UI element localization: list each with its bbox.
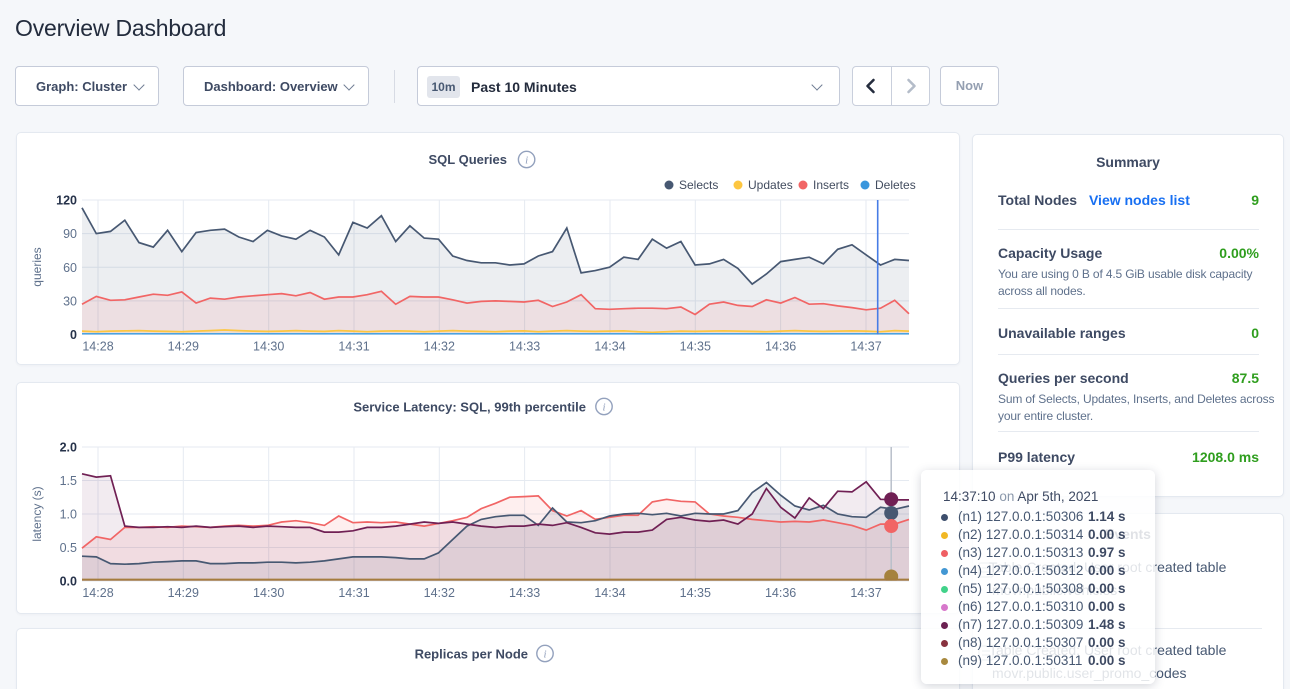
svg-text:14:28: 14:28: [82, 586, 113, 600]
svg-text:14:30: 14:30: [253, 586, 284, 600]
svg-text:1.5: 1.5: [60, 474, 77, 488]
svg-text:30: 30: [63, 294, 77, 308]
svg-text:0.5: 0.5: [60, 541, 77, 555]
svg-text:14:33: 14:33: [509, 586, 540, 600]
svg-text:14:37: 14:37: [850, 340, 881, 354]
svg-text:Selects: Selects: [679, 178, 718, 192]
svg-text:120: 120: [56, 194, 77, 208]
svg-text:i: i: [602, 401, 605, 413]
svg-text:14:30: 14:30: [253, 340, 284, 354]
svg-text:14:31: 14:31: [338, 586, 369, 600]
svg-text:14:32: 14:32: [424, 340, 455, 354]
svg-text:14:35: 14:35: [680, 586, 711, 600]
svg-text:queries: queries: [30, 247, 44, 286]
svg-text:14:33: 14:33: [509, 340, 540, 354]
svg-text:0: 0: [70, 328, 77, 342]
svg-text:14:35: 14:35: [680, 340, 711, 354]
svg-text:Replicas per Node: Replicas per Node: [415, 647, 528, 662]
svg-text:Inserts: Inserts: [813, 178, 849, 192]
svg-text:Updates: Updates: [748, 178, 793, 192]
svg-text:14:36: 14:36: [765, 340, 796, 354]
svg-text:14:28: 14:28: [82, 340, 113, 354]
svg-text:14:34: 14:34: [594, 586, 625, 600]
svg-text:1.0: 1.0: [60, 508, 77, 522]
svg-text:i: i: [525, 154, 528, 166]
svg-text:i: i: [543, 648, 546, 660]
svg-text:2.0: 2.0: [60, 441, 77, 455]
svg-text:SQL Queries: SQL Queries: [428, 152, 507, 167]
svg-text:14:34: 14:34: [594, 340, 625, 354]
svg-text:14:29: 14:29: [168, 340, 199, 354]
svg-text:14:36: 14:36: [765, 586, 796, 600]
svg-text:90: 90: [63, 227, 77, 241]
svg-text:14:31: 14:31: [338, 340, 369, 354]
svg-text:60: 60: [63, 261, 77, 275]
svg-text:Service Latency: SQL, 99th per: Service Latency: SQL, 99th percentile: [353, 400, 586, 415]
svg-text:14:32: 14:32: [424, 586, 455, 600]
svg-text:0.0: 0.0: [60, 575, 77, 589]
svg-text:14:37: 14:37: [850, 586, 881, 600]
svg-text:Deletes: Deletes: [875, 178, 916, 192]
svg-text:14:29: 14:29: [168, 586, 199, 600]
svg-text:latency (s): latency (s): [30, 486, 44, 541]
